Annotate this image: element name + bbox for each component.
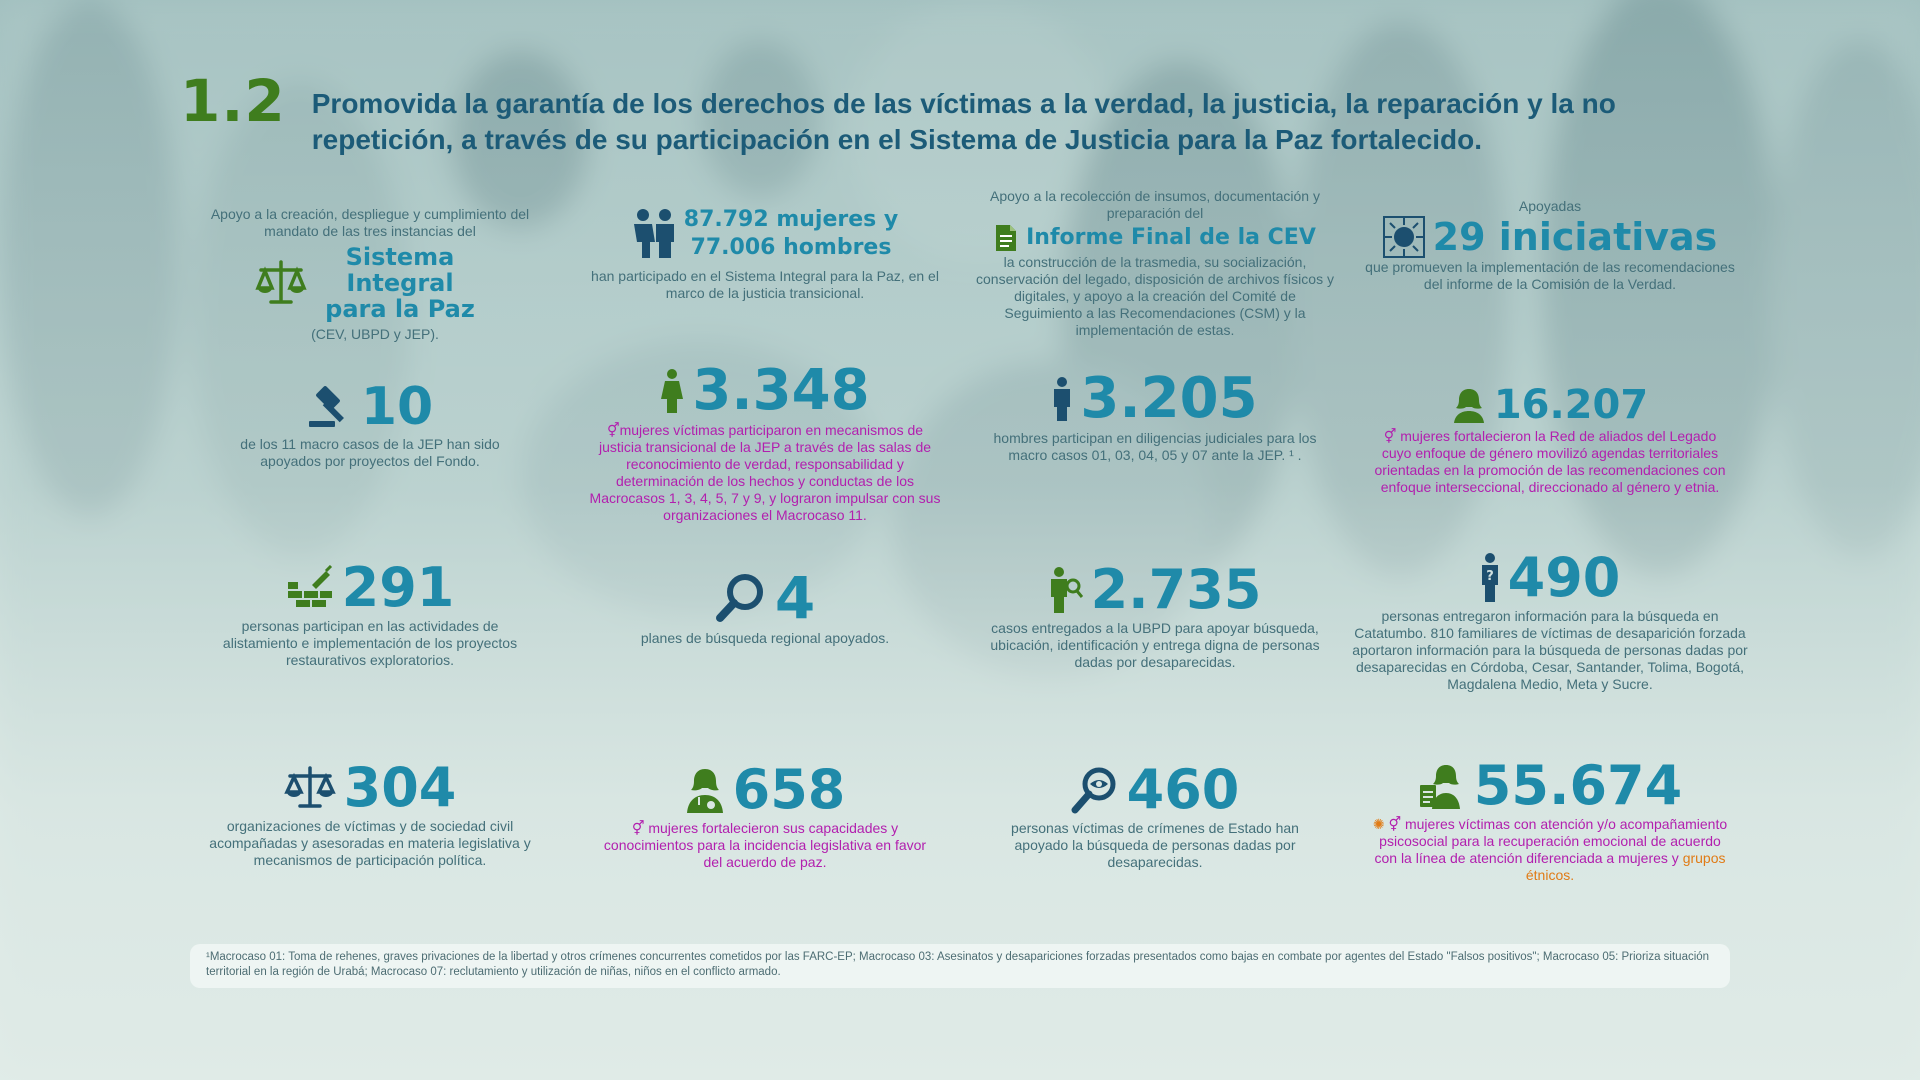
footnote: ¹Macrocaso 01: Toma de rehenes, graves p…	[190, 944, 1730, 988]
stat-value: 55.674	[1473, 754, 1683, 817]
woman-icon	[660, 368, 684, 414]
stat-text-orange: grupos étnicos.	[1525, 850, 1726, 883]
stat-text: de los 11 macro casos de la JEP han sido…	[240, 436, 500, 469]
stat-value: 3.205	[1080, 366, 1258, 431]
gender-icon: ⚥	[606, 422, 620, 438]
stat-sistema-integral: Apoyo a la creación, despliegue y cumpli…	[200, 206, 540, 343]
stat-value: 16.207	[1493, 382, 1649, 428]
section-number: 1.2	[180, 67, 286, 135]
stat-pre-text: Apoyo a la creación, despliegue y cumpli…	[210, 206, 530, 239]
stat-planes-busqueda: 4 planes de búsqueda regional apoyados.	[600, 566, 930, 647]
stat-iniciativas: Apoyadas 29 iniciativas que promueven la…	[1360, 198, 1740, 293]
stat-pre-text: Apoyadas	[1518, 198, 1582, 214]
stat-post-text: (CEV, UBPD y JEP).	[311, 326, 439, 342]
people-icon	[632, 208, 676, 260]
stat-value: 658	[732, 758, 846, 821]
stat-organizaciones: 304 organizaciones de víctimas y de soci…	[195, 758, 545, 869]
stat-text: personas entregaron información para la …	[1352, 608, 1748, 692]
man-icon	[1052, 376, 1072, 422]
stat-text: personas participan en las actividades d…	[222, 618, 518, 668]
stat-mujeres-hombres: 87.792 mujeres y 77.006 hombres han part…	[580, 206, 950, 302]
scales-icon	[283, 766, 336, 810]
scales-icon	[255, 258, 307, 308]
stat-post-text: la construcción de la trasmedia, su soci…	[976, 254, 1334, 338]
stat-text: organizaciones de víctimas y de sociedad…	[209, 818, 531, 868]
woman-bust-icon	[1452, 387, 1486, 423]
stat-text: planes de búsqueda regional apoyados.	[640, 630, 890, 646]
bricks-trowel-icon	[286, 565, 334, 611]
section-title: Promovida la garantía de los derechos de…	[311, 88, 1616, 155]
magnifier-icon	[715, 572, 767, 624]
stat-hombres-jep: 3.205 hombres participan en diligencias …	[975, 368, 1335, 464]
svg-text:?: ?	[1486, 569, 1494, 584]
stat-incidencia-legislativa: 658 ⚥ mujeres fortalecieron sus capacida…	[600, 760, 930, 871]
stat-macro-casos: 10 de los 11 macro casos de la JEP han s…	[220, 378, 520, 470]
stat-highlight-line2: 77.006 hombres	[690, 235, 892, 260]
stat-red-aliados: 16.207 ⚥ mujeres fortalecieron la Red de…	[1370, 382, 1730, 496]
eye-magnifier-icon	[1071, 766, 1119, 814]
stat-pre-text: Apoyo a la recolección de insumos, docum…	[990, 188, 1320, 221]
stat-proyectos-restaurativos: 291 personas participan en las actividad…	[220, 558, 520, 669]
stat-value: 460	[1126, 758, 1240, 821]
stat-catatumbo: ? 490 personas entregaron información pa…	[1350, 548, 1750, 693]
psychologist-icon	[1418, 763, 1466, 809]
stat-text: hombres participan en diligencias judici…	[993, 430, 1317, 463]
stat-text: mujeres fortalecieron sus capacidades y …	[603, 820, 927, 870]
stat-text: mujeres fortalecieron la Red de aliados …	[1374, 428, 1726, 495]
gender-icon: ⚥	[1383, 428, 1397, 444]
gavel-icon	[307, 385, 353, 429]
stat-post-text: que promueven la implementación de las r…	[1365, 259, 1735, 292]
stat-value: 3.348	[692, 358, 870, 423]
stat-crimenes-estado: 460 personas víctimas de crímenes de Est…	[990, 760, 1320, 871]
stat-text: casos entregados a la UBPD para apoyar b…	[990, 620, 1320, 670]
stat-informe-final: Apoyo a la recolección de insumos, docum…	[975, 188, 1335, 339]
stat-mujeres-jep: 3.348 ⚥mujeres víctimas participaron en …	[585, 360, 945, 524]
stat-highlight: Informe Final de la CEV	[1026, 225, 1316, 250]
stat-text: mujeres víctimas con atención y/o acompa…	[1374, 816, 1728, 866]
person-question-icon: ?	[1480, 552, 1500, 604]
stat-atencion-psicosocial: 55.674 ✺ ⚥ mujeres víctimas con atención…	[1370, 756, 1730, 884]
person-search-icon	[1049, 566, 1083, 614]
sun-icon: ✺	[1372, 816, 1385, 832]
woman-doctor-icon	[685, 767, 725, 813]
stat-post-text: han participado en el Sistema Integral p…	[591, 268, 939, 301]
stat-casos-ubpd: 2.735 casos entregados a la UBPD para ap…	[975, 560, 1335, 671]
gender-icon: ⚥	[1388, 816, 1402, 832]
stat-highlight: 29 iniciativas	[1432, 215, 1718, 259]
stat-value: 10	[360, 377, 434, 437]
stat-text: mujeres víctimas participaron en mecanis…	[589, 422, 941, 523]
stat-highlight: Sistema Integral para la Paz	[325, 243, 475, 323]
stat-value: 4	[774, 564, 816, 632]
stat-value: 304	[343, 756, 457, 819]
gender-icon: ⚥	[631, 820, 645, 836]
stat-text: personas víctimas de crímenes de Estado …	[1011, 820, 1299, 870]
document-icon	[994, 224, 1018, 252]
stat-value: 490	[1507, 546, 1621, 609]
stat-highlight-line1: 87.792 mujeres y	[683, 207, 899, 232]
emblem-icon	[1382, 216, 1425, 258]
stat-value: 291	[341, 556, 455, 619]
section-header: 1.2 Promovida la garantía de los derecho…	[180, 70, 1720, 158]
stat-value: 2.735	[1090, 558, 1262, 621]
